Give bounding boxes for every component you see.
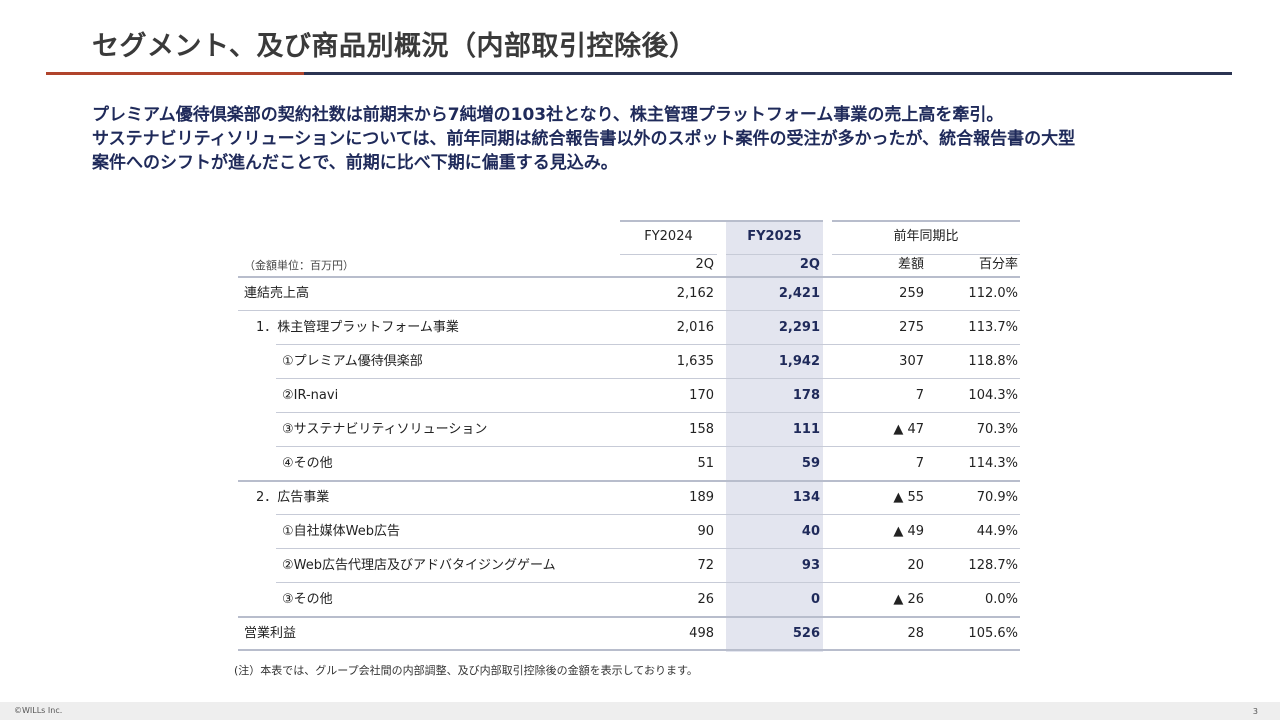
value-pct: 113.7% [968,320,1018,335]
value-diff: 7 [915,456,924,471]
footer: ©WILLs Inc. 3 [0,702,1280,720]
value-fy2025: 93 [801,558,820,573]
value-pct: 112.0% [968,286,1018,301]
value-diff: ▲ 47 [893,422,924,437]
row-rule [276,344,1020,345]
header-mid-rule [832,254,1020,255]
value-diff: 307 [899,354,924,369]
row-label: 連結売上高 [244,286,310,301]
page-number: 3 [1252,707,1258,716]
row-label: ①プレミアム優待倶楽部 [282,354,423,369]
value-pct: 70.3% [976,422,1018,437]
value-pct: 128.7% [968,558,1018,573]
value-fy2024: 26 [697,592,714,607]
fy2025-highlight-column [726,222,823,652]
row-label: ①自社媒体Web広告 [282,524,400,539]
row-rule [238,480,1020,482]
value-diff: 20 [907,558,924,573]
lead-line: サステナビリティソリューションについては、前年同期は統合報告書以外のスポット案件… [92,129,1076,149]
value-pct: 114.3% [968,456,1018,471]
header-mid-rule [620,254,717,255]
col-prev-2q: 2Q [695,257,714,272]
value-fy2025: 526 [792,626,820,641]
value-fy2024: 1,635 [676,354,714,369]
value-fy2025: 111 [792,422,820,437]
value-diff: ▲ 49 [893,524,924,539]
value-fy2024: 498 [689,626,714,641]
row-label: ②IR-navi [282,388,339,403]
value-fy2024: 51 [697,456,714,471]
row-label: ②Web広告代理店及びアドバタイジングゲーム [282,558,556,573]
value-fy2025: 59 [801,456,820,471]
table-note: (注）本表では、グループ会社間の内部調整、及び内部取引控除後の金額を表示しており… [234,664,698,677]
value-pct: 70.9% [976,490,1018,505]
row-rule [238,649,1020,651]
value-fy2025: 178 [792,388,820,403]
col-diff: 差額 [897,257,924,272]
value-fy2024: 170 [689,388,714,403]
value-fy2024: 90 [697,524,714,539]
value-pct: 105.6% [968,626,1018,641]
value-fy2025: 40 [801,524,820,539]
row-rule [238,276,1020,278]
header-mid-rule [726,254,823,255]
title-underline-accent [46,72,304,75]
value-fy2025: 2,291 [778,320,820,335]
value-diff: 275 [899,320,924,335]
row-label: 1．株主管理プラットフォーム事業 [256,320,459,335]
value-diff: 28 [907,626,924,641]
row-rule [276,446,1020,447]
value-fy2025: 2,421 [778,286,820,301]
value-diff: ▲ 26 [893,592,924,607]
row-label: 2．広告事業 [256,490,330,505]
row-label: ④その他 [282,456,333,471]
value-fy2024: 2,162 [676,286,714,301]
value-fy2024: 72 [697,558,714,573]
value-fy2025: 134 [792,490,820,505]
value-diff: ▲ 55 [893,490,924,505]
row-label: ③サステナビリティソリューション [282,422,488,437]
row-rule [276,582,1020,583]
col-yoy: 前年同期比 [893,229,959,244]
value-diff: 259 [899,286,924,301]
copyright: ©WILLs Inc. [14,706,63,715]
value-fy2024: 189 [689,490,714,505]
header-top-rule [832,220,1020,222]
title-underline [46,72,1232,75]
lead-text: プレミアム優待倶楽部の契約社数は前期末から7純増の103社となり、株主管理プラッ… [92,103,1232,175]
value-pct: 104.3% [968,388,1018,403]
row-rule [276,548,1020,549]
col-cur-2q: 2Q [799,257,820,272]
col-fy2024: FY2024 [644,229,693,244]
value-pct: 0.0% [984,592,1018,607]
col-fy2025: FY2025 [747,229,802,244]
row-rule [276,412,1020,413]
row-label: ③その他 [282,592,333,607]
value-fy2024: 2,016 [676,320,714,335]
lead-line: 案件へのシフトが進んだことで、前期に比べ下期に偏重する見込み。 [92,153,618,173]
row-rule [238,310,1020,311]
value-fy2024: 158 [689,422,714,437]
value-fy2025: 0 [810,592,820,607]
page-title: セグメント、及び商品別概況（内部取引控除後） [92,31,697,62]
value-fy2025: 1,942 [778,354,820,369]
lead-line: プレミアム優待倶楽部の契約社数は前期末から7純増の103社となり、株主管理プラッ… [92,105,1004,125]
value-diff: 7 [915,388,924,403]
segment-table: FY2024 FY2025 前年同期比 （金額単位：百万円） 2Q 2Q 差額 … [238,220,1020,660]
row-rule [238,616,1020,618]
col-pct: 百分率 [978,257,1018,272]
unit-label: （金額単位：百万円） [244,259,354,272]
value-pct: 44.9% [976,524,1018,539]
row-rule [276,514,1020,515]
row-rule [276,378,1020,379]
header-top-rule [620,220,823,222]
row-label: 営業利益 [244,626,297,641]
value-pct: 118.8% [968,354,1018,369]
